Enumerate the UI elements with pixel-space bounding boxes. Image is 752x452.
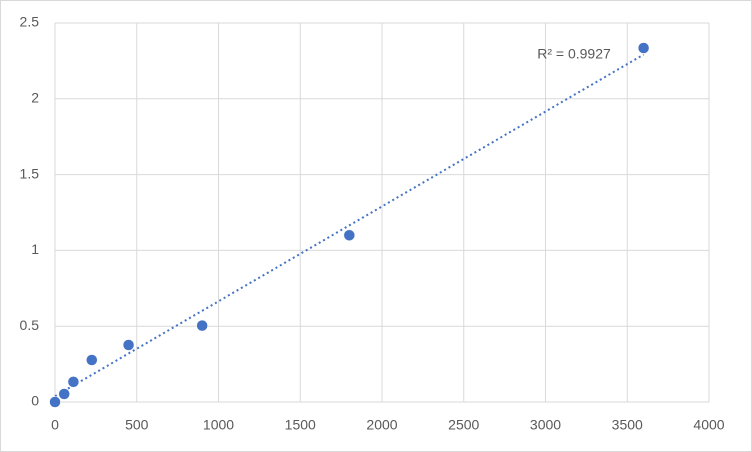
point [196, 319, 208, 332]
point [67, 376, 80, 388]
point [49, 396, 61, 408]
point [637, 42, 650, 54]
y-tick-label: 2.5 [20, 14, 40, 30]
x-tick-label: 2500 [448, 417, 479, 433]
y-tick-label: 1 [31, 241, 39, 257]
point [58, 388, 70, 400]
x-tick-label: 500 [125, 417, 149, 433]
x-tick-label: 3000 [530, 417, 561, 433]
x-tick-label: 4000 [693, 417, 724, 433]
point [343, 229, 356, 241]
point [86, 354, 98, 366]
x-tick-label: 0 [51, 417, 59, 433]
x-tick-label: 2000 [366, 417, 397, 433]
x-tick-label: 1000 [203, 417, 234, 433]
y-tick-label: 1.5 [20, 165, 40, 181]
annotation: R² = 0.9927 [537, 46, 611, 62]
y-tick-label: 0.5 [20, 317, 40, 333]
x-tick-label: 1500 [285, 417, 316, 433]
point [122, 339, 135, 351]
y-tick-label: 2 [31, 90, 39, 106]
y-tick-label: 0 [31, 393, 39, 409]
trendline [54, 53, 645, 398]
x-tick-label: 3500 [612, 417, 643, 433]
